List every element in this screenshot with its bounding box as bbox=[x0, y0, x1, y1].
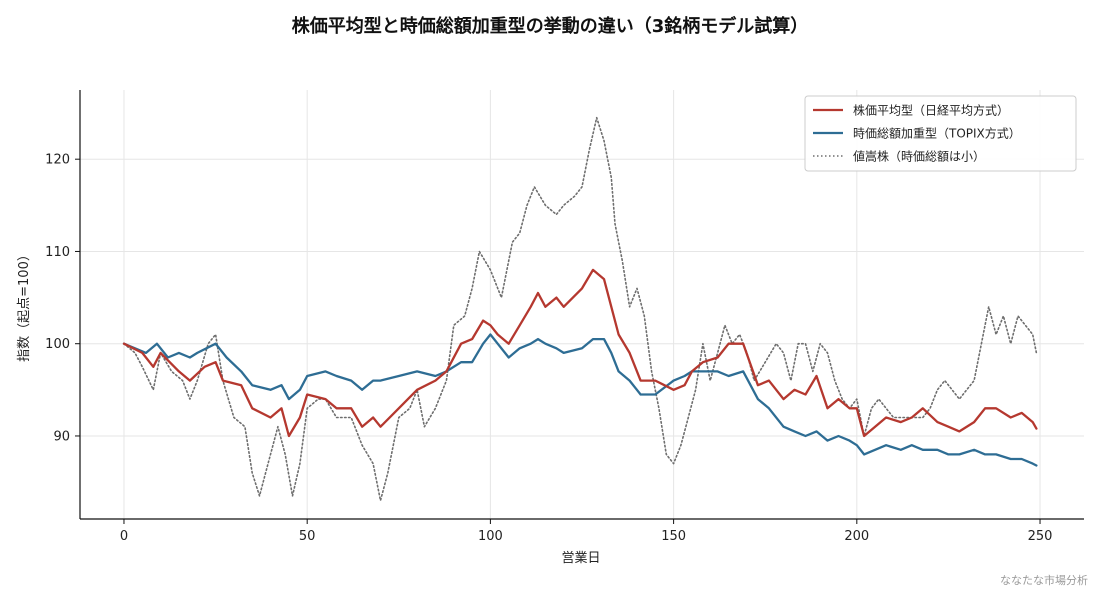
x-tick-label: 50 bbox=[299, 529, 316, 544]
series-line bbox=[122, 333, 1038, 467]
x-tick-label: 150 bbox=[661, 529, 686, 544]
legend: 株価平均型（日経平均方式） 時価総額加重型（TOPIX方式） 値嵩株（時価総額は小） bbox=[804, 95, 1077, 172]
legend-label: 株価平均型（日経平均方式） bbox=[853, 103, 1009, 118]
y-tick-label: 110 bbox=[45, 245, 70, 260]
grid-lines bbox=[80, 90, 1084, 519]
y-tick-label: 120 bbox=[45, 153, 70, 168]
chart-title: 株価平均型と時価総額加重型の挙動の違い（3銘柄モデル試算） bbox=[291, 16, 809, 37]
legend-label: 時価総額加重型（TOPIX方式） bbox=[853, 126, 1021, 141]
x-tick-label: 0 bbox=[120, 529, 128, 544]
legend-box bbox=[804, 95, 1077, 172]
y-tick-label: 100 bbox=[45, 337, 70, 352]
watermark: ななたな市場分析 bbox=[1000, 574, 1088, 587]
x-axis-label: 営業日 bbox=[561, 550, 600, 566]
tick-labels: 0 50 100 150 200 250 90 100 110 120 bbox=[45, 153, 1052, 544]
x-tick-label: 100 bbox=[478, 529, 503, 544]
series-line-high-price-stock bbox=[123, 116, 1038, 502]
x-tick-label: 200 bbox=[844, 529, 869, 544]
legend-label: 値嵩株（時価総額は小） bbox=[853, 149, 985, 164]
y-axis-label: 指数（起点=100） bbox=[17, 248, 32, 362]
x-tick-label: 250 bbox=[1028, 529, 1053, 544]
series-line bbox=[122, 268, 1038, 438]
y-tick-label: 90 bbox=[53, 429, 70, 444]
axes bbox=[75, 90, 1084, 524]
series-lines bbox=[122, 116, 1038, 502]
